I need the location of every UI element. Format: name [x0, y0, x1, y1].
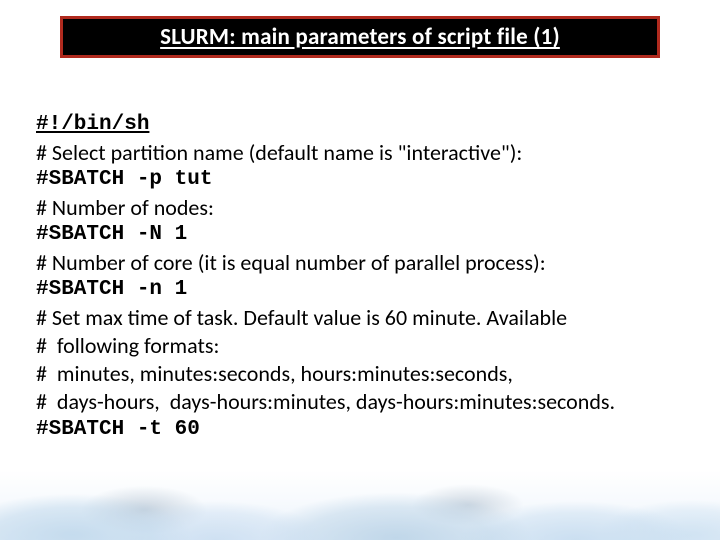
title-bar: SLURM: main parameters of script file (1… — [60, 16, 660, 58]
slide-title: SLURM: main parameters of script file (1… — [160, 23, 560, 51]
script-line: # days-hours, days-hours:minutes, days-h… — [36, 388, 686, 416]
script-line: # Number of nodes: — [36, 194, 686, 222]
script-line: #SBATCH -N 1 — [36, 222, 686, 249]
script-line: # following formats: — [36, 332, 686, 360]
script-line: #!/bin/sh — [36, 112, 686, 139]
script-line: # Set max time of task. Default value is… — [36, 304, 686, 332]
background-clouds — [0, 440, 720, 540]
script-line: # minutes, minutes:seconds, hours:minute… — [36, 360, 686, 388]
script-line: #SBATCH -n 1 — [36, 277, 686, 304]
script-line: #SBATCH -p tut — [36, 167, 686, 194]
script-line: # Select partition name (default name is… — [36, 139, 686, 167]
script-line: #SBATCH -t 60 — [36, 417, 686, 444]
script-content: #!/bin/sh # Select partition name (defau… — [36, 112, 686, 443]
script-line: # Number of core (it is equal number of … — [36, 249, 686, 277]
